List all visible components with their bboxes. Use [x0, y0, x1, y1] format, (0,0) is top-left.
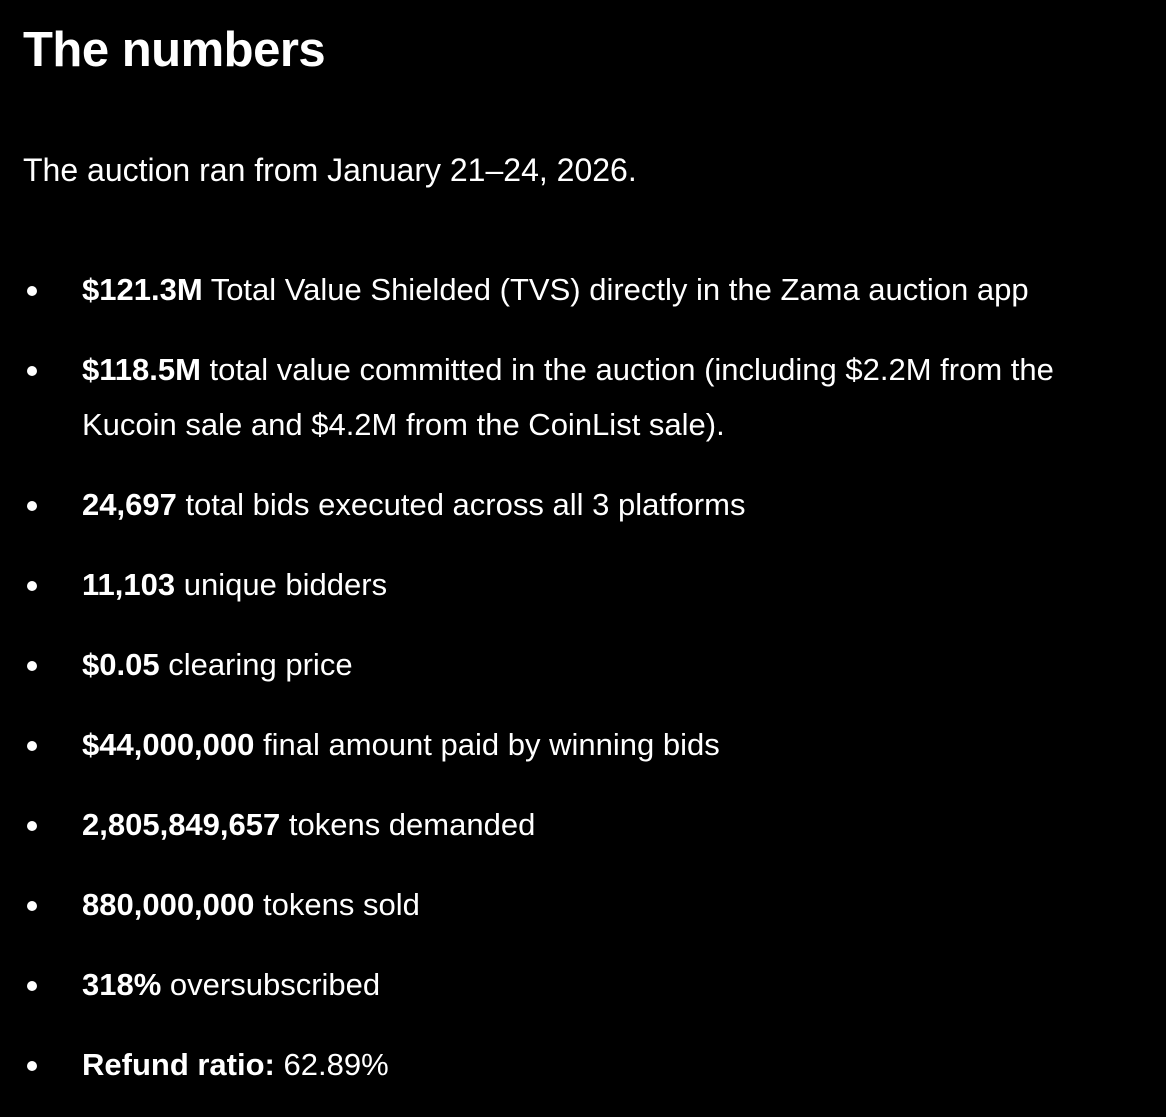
list-item: $121.3M Total Value Shielded (TVS) direc…: [23, 262, 1148, 317]
stat-description: total bids executed across all 3 platfor…: [176, 487, 746, 522]
list-item: $118.5M total value committed in the auc…: [23, 342, 1148, 452]
stat-description: final amount paid by winning bids: [254, 727, 720, 762]
list-item: 2,805,849,657 tokens demanded: [23, 797, 1148, 852]
stat-value: Refund ratio:: [82, 1047, 275, 1082]
list-item: 24,697 total bids executed across all 3 …: [23, 477, 1148, 532]
stat-description: unique bidders: [175, 567, 388, 602]
stat-description: clearing price: [159, 647, 353, 682]
stat-value: 318%: [82, 967, 162, 1002]
list-item: 318% oversubscribed: [23, 957, 1148, 1012]
list-item: 11,103 unique bidders: [23, 557, 1148, 612]
stat-description: tokens sold: [254, 887, 420, 922]
stat-value: 24,697: [82, 487, 177, 522]
list-item: $44,000,000 final amount paid by winning…: [23, 717, 1148, 772]
stat-description: tokens demanded: [280, 807, 536, 842]
stat-value: $0.05: [82, 647, 160, 682]
stat-value: 11,103: [82, 567, 176, 602]
list-item: Refund ratio: 62.89%: [23, 1037, 1148, 1092]
stat-value: $121.3M: [82, 272, 203, 307]
stat-description: 62.89%: [274, 1047, 389, 1082]
list-item: 880,000,000 tokens sold: [23, 877, 1148, 932]
stat-value: 2,805,849,657: [82, 807, 281, 842]
section-heading: The numbers: [23, 23, 326, 77]
stat-value: 880,000,000: [82, 887, 255, 922]
stat-value: $118.5M: [82, 352, 201, 387]
stat-description: Total Value Shielded (TVS) directly in t…: [202, 272, 1029, 307]
stat-value: $44,000,000: [82, 727, 255, 762]
list-item: $0.05 clearing price: [23, 637, 1148, 692]
stat-description: total value committed in the auction (in…: [82, 352, 1054, 442]
stat-description: oversubscribed: [161, 967, 381, 1002]
stats-list: $121.3M Total Value Shielded (TVS) direc…: [23, 262, 1148, 1117]
intro-paragraph: The auction ran from January 21–24, 2026…: [23, 152, 637, 188]
